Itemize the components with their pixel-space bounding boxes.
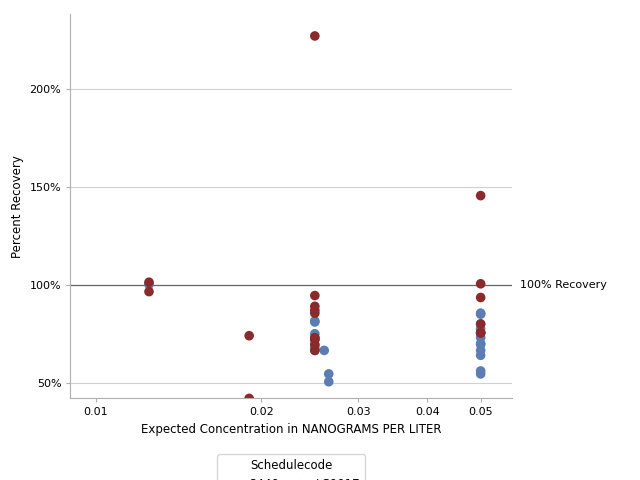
2440 [319, 347, 330, 354]
2440 [310, 318, 320, 326]
LC9017 [310, 309, 320, 317]
2440 [310, 342, 320, 349]
2440 [476, 367, 486, 375]
LC9017 [476, 294, 486, 301]
LC9017 [310, 32, 320, 40]
2440 [476, 309, 486, 317]
Legend: 2440, LC9017: 2440, LC9017 [218, 454, 365, 480]
LC9017 [310, 292, 320, 300]
2440 [310, 334, 320, 341]
2440 [476, 341, 486, 348]
LC9017 [244, 395, 254, 402]
2440 [144, 280, 154, 288]
2440 [476, 325, 486, 333]
LC9017 [310, 306, 320, 314]
2440 [310, 336, 320, 344]
LC9017 [476, 320, 486, 328]
LC9017 [310, 336, 320, 344]
LC9017 [310, 302, 320, 310]
LC9017 [476, 329, 486, 336]
X-axis label: Expected Concentration in NANOGRAMS PER LITER: Expected Concentration in NANOGRAMS PER … [141, 423, 442, 436]
2440 [324, 370, 334, 378]
LC9017 [244, 332, 254, 339]
2440 [476, 340, 486, 348]
2440 [310, 347, 320, 354]
LC9017 [476, 329, 486, 336]
LC9017 [476, 192, 486, 200]
LC9017 [144, 288, 154, 296]
Y-axis label: Percent Recovery: Percent Recovery [11, 155, 24, 258]
LC9017 [310, 334, 320, 341]
2440 [310, 330, 320, 337]
2440 [476, 370, 486, 378]
LC9017 [310, 341, 320, 348]
2440 [476, 320, 486, 328]
LC9017 [476, 280, 486, 288]
LC9017 [310, 347, 320, 354]
2440 [324, 378, 334, 385]
2440 [144, 280, 154, 288]
2440 [476, 310, 486, 318]
Text: 100% Recovery: 100% Recovery [520, 280, 607, 290]
2440 [310, 345, 320, 352]
2440 [476, 351, 486, 359]
LC9017 [476, 329, 486, 336]
2440 [476, 347, 486, 354]
2440 [310, 317, 320, 325]
2440 [476, 334, 486, 341]
LC9017 [144, 278, 154, 286]
